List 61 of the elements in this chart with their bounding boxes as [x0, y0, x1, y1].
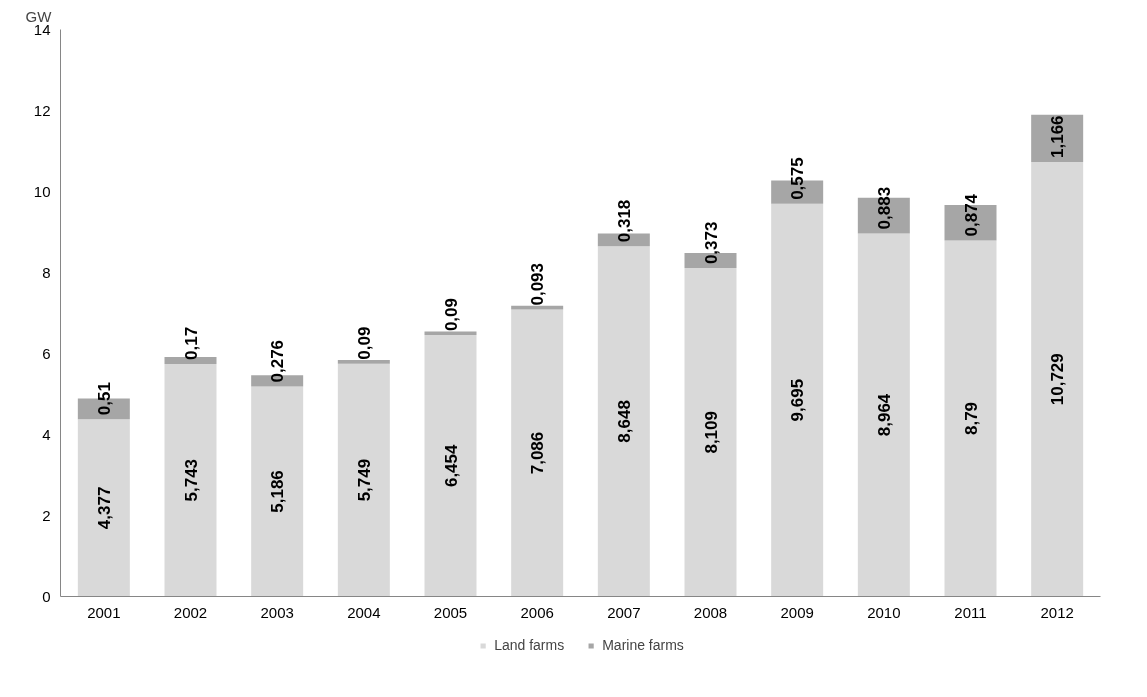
y-tick-label: 2: [42, 506, 51, 524]
bar: [337, 363, 390, 597]
data-label: 0,373: [701, 221, 721, 265]
bar: [944, 240, 997, 597]
bar: [511, 309, 564, 597]
data-label: 5,743: [181, 458, 201, 502]
data-label: 5,749: [354, 458, 374, 502]
data-label: 4,377: [94, 486, 114, 530]
data-label: 0,318: [614, 199, 634, 243]
data-label: 7,086: [528, 431, 548, 475]
data-label: 10,729: [1048, 353, 1068, 406]
data-label: 0,09: [354, 326, 374, 360]
data-label: 6,454: [441, 443, 461, 488]
data-label: 0,09: [441, 298, 461, 332]
data-label: 8,109: [701, 411, 721, 454]
y-tick-label: 4: [42, 425, 51, 443]
legend-label: Marine farms: [602, 637, 684, 653]
x-tick-label: 2007: [607, 603, 641, 621]
bar: [337, 360, 390, 364]
y-axis-title: GW: [25, 7, 53, 25]
data-label: 0,276: [268, 339, 288, 383]
x-tick-label: 2002: [173, 603, 208, 621]
data-label: 0,874: [961, 193, 981, 237]
y-tick-label: 10: [33, 182, 51, 200]
y-tick-label: 0: [42, 587, 51, 605]
legend-label: Land farms: [494, 637, 565, 653]
data-label: 0,883: [874, 186, 894, 230]
x-tick-label: 2011: [954, 603, 987, 621]
data-label: 0,575: [788, 157, 808, 200]
data-label: 0,51: [94, 382, 114, 416]
data-label: 1,166: [1048, 115, 1068, 158]
data-label: 9,695: [788, 378, 808, 422]
y-tick-label: 6: [42, 344, 51, 362]
bar: [164, 363, 217, 597]
data-label: 5,186: [268, 470, 288, 513]
y-tick-label: 12: [33, 101, 51, 119]
bar: [251, 386, 304, 597]
bar: [1031, 161, 1084, 597]
data-label: 8,648: [614, 400, 634, 443]
bar: [424, 331, 477, 336]
x-tick-label: 2006: [520, 603, 554, 621]
bar: [424, 335, 477, 597]
data-label: 8,79: [961, 401, 981, 436]
y-tick-label: 8: [42, 263, 51, 281]
bar: [77, 419, 130, 597]
bar: [771, 203, 824, 597]
x-tick-label: 2012: [1040, 603, 1074, 621]
x-tick-label: 2004: [347, 603, 381, 621]
x-tick-label: 2005: [433, 603, 468, 621]
bar: [857, 233, 910, 597]
bar: [597, 246, 650, 597]
x-tick-label: 2001: [87, 603, 121, 621]
bar: [511, 305, 564, 310]
x-tick-label: 2009: [780, 603, 814, 621]
data-label: 8,964: [874, 393, 894, 437]
data-label: 0,17: [181, 326, 201, 360]
bar: [684, 268, 737, 597]
x-tick-label: 2010: [867, 603, 901, 621]
x-tick-label: 2003: [260, 603, 294, 621]
x-tick-label: 2008: [693, 603, 728, 621]
data-label: 0,093: [528, 262, 548, 306]
